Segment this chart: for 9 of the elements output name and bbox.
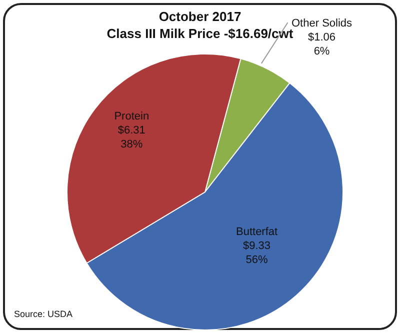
chart-title: October 2017 bbox=[158, 9, 242, 24]
slice-label: Butterfat bbox=[236, 226, 278, 238]
data-label: $1.06 6% bbox=[308, 32, 336, 58]
source-note: Source: USDA bbox=[14, 309, 73, 319]
text: Class III Milk Price -$16.69/cwt bbox=[106, 26, 294, 41]
slice-label: Protein bbox=[114, 110, 150, 123]
data-label: $9.33 56% bbox=[243, 240, 271, 266]
data-label: $6.31 38% bbox=[118, 124, 146, 151]
slice-label: Other Solids bbox=[292, 18, 353, 30]
